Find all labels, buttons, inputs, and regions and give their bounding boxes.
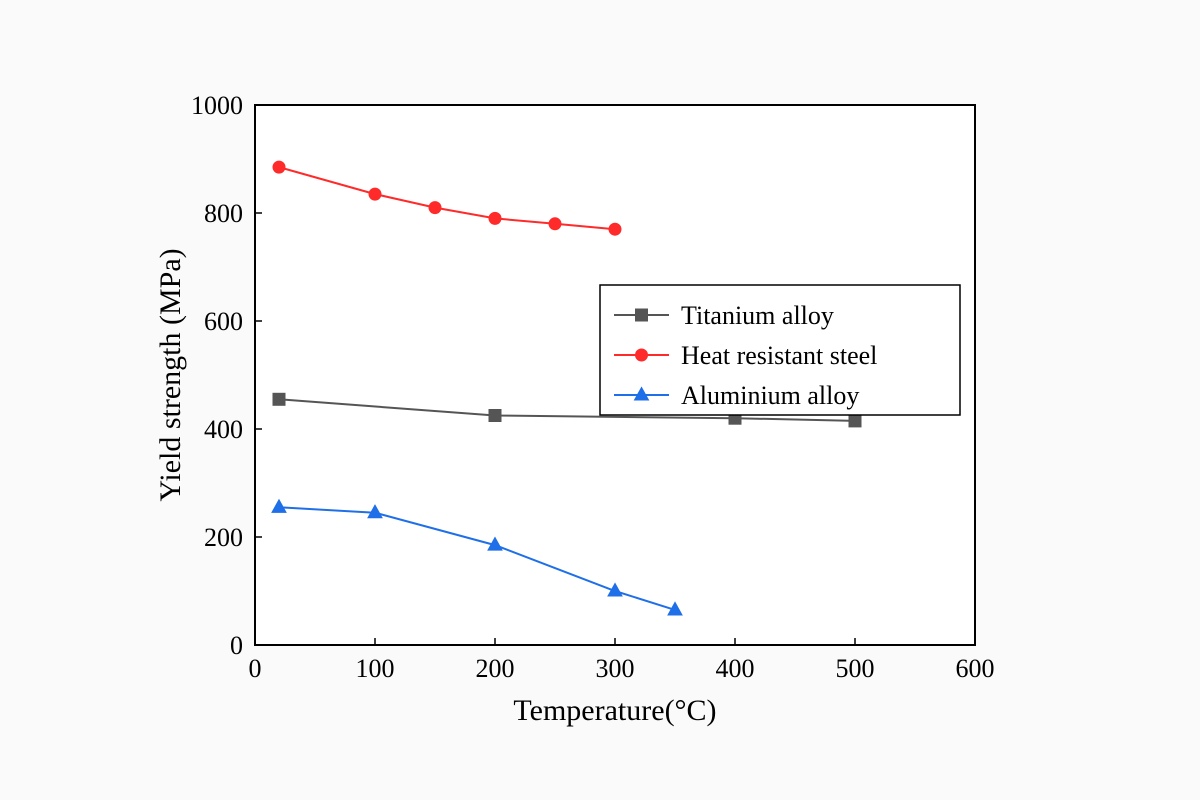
marker-circle (549, 218, 561, 230)
marker-circle (636, 349, 648, 361)
marker-circle (609, 223, 621, 235)
x-tick-label: 500 (836, 654, 875, 683)
marker-square (273, 393, 285, 405)
y-tick-label: 600 (204, 307, 243, 336)
y-axis-label: Yield strength (MPa) (154, 248, 187, 501)
x-tick-label: 300 (596, 654, 635, 683)
marker-square (489, 410, 501, 422)
legend-label: Titanium alloy (681, 301, 834, 330)
x-axis-label: Temperature(°C) (513, 694, 716, 727)
chart-container: 0 100 200 300 400 500 600 0 200 400 600 800 1000 Temp… (0, 0, 1200, 800)
marker-circle (273, 161, 285, 173)
y-tick-label: 400 (204, 415, 243, 444)
legend-label: Heat resistant steel (681, 341, 877, 370)
legend: Titanium alloy Heat resistant steel Alumin… (600, 285, 960, 415)
marker-circle (489, 212, 501, 224)
x-tick-label: 100 (356, 654, 395, 683)
x-tick-label: 600 (956, 654, 995, 683)
x-tick-label: 400 (716, 654, 755, 683)
marker-circle (369, 188, 381, 200)
legend-label: Aluminium alloy (681, 381, 859, 410)
y-tick-label: 800 (204, 199, 243, 228)
y-tick-label: 1000 (191, 91, 243, 120)
marker-square (636, 309, 648, 321)
yield-strength-chart: 0 100 200 300 400 500 600 0 200 400 600 800 1000 Temp… (0, 0, 1200, 800)
y-tick-label: 0 (230, 631, 243, 660)
x-tick-label: 200 (476, 654, 515, 683)
marker-circle (429, 202, 441, 214)
marker-square (849, 415, 861, 427)
y-tick-label: 200 (204, 523, 243, 552)
x-tick-label: 0 (249, 654, 262, 683)
